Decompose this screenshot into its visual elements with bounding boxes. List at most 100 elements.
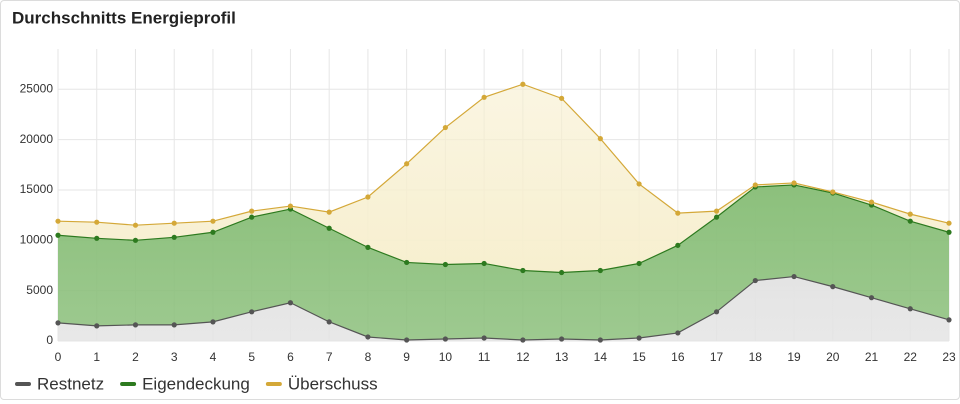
point	[55, 218, 61, 224]
point	[946, 220, 952, 226]
point	[481, 260, 487, 267]
point	[132, 222, 139, 228]
point	[520, 337, 526, 343]
point	[636, 181, 642, 187]
point	[326, 209, 332, 215]
point	[481, 94, 487, 100]
point	[907, 211, 913, 217]
x-tick-label: 20	[826, 350, 840, 364]
point	[946, 317, 952, 323]
x-tick-label: 6	[287, 350, 294, 364]
y-tick-label: 25000	[20, 81, 54, 95]
x-tick-label: 23	[942, 350, 956, 364]
point	[520, 267, 526, 274]
point	[210, 229, 216, 235]
x-tick-label: 8	[365, 350, 372, 364]
point	[791, 180, 797, 186]
point	[559, 336, 565, 342]
point	[210, 319, 216, 325]
x-tick-label: 9	[403, 350, 410, 364]
point	[868, 199, 875, 205]
point	[675, 210, 681, 216]
point	[636, 260, 642, 267]
legend-item[interactable]: Überschuss	[265, 374, 378, 393]
point	[365, 194, 371, 200]
point	[597, 136, 603, 142]
x-tick-label: 4	[210, 350, 217, 364]
point	[442, 124, 448, 131]
x-tick-label: 10	[439, 350, 453, 364]
legend-label: Überschuss	[288, 374, 378, 393]
x-tick-label: 14	[594, 350, 608, 364]
point	[713, 214, 720, 220]
point	[132, 322, 139, 328]
x-tick-label: 15	[632, 350, 646, 364]
point	[675, 330, 681, 336]
point	[249, 214, 255, 220]
x-tick-label: 0	[55, 350, 62, 364]
point	[520, 81, 526, 87]
x-tick-label: 18	[749, 350, 763, 364]
point	[830, 189, 836, 195]
point	[559, 269, 565, 276]
point	[210, 218, 216, 224]
series-line	[57, 83, 950, 226]
point	[171, 322, 177, 328]
x-tick-label: 13	[555, 350, 569, 364]
point	[287, 300, 294, 306]
point	[132, 237, 139, 243]
point	[404, 259, 410, 266]
x-tick-label: 7	[326, 350, 333, 364]
point	[752, 182, 758, 188]
point	[713, 208, 720, 214]
x-tick-label: 3	[171, 350, 178, 364]
point	[365, 334, 371, 340]
point	[326, 319, 332, 325]
legend-item[interactable]: Eigendeckung	[120, 374, 250, 393]
point	[559, 95, 565, 101]
y-tick-label: 10000	[20, 232, 54, 246]
point	[365, 244, 371, 250]
y-tick-label: 5000	[26, 283, 53, 297]
point	[481, 335, 487, 341]
area	[58, 276, 949, 341]
legend-label: Restnetz	[37, 374, 104, 393]
area	[58, 84, 949, 273]
point	[907, 306, 913, 312]
legend-label: Eigendeckung	[142, 374, 250, 393]
y-tick-label: 20000	[20, 132, 54, 146]
x-tick-label: 5	[248, 350, 255, 364]
point	[636, 335, 642, 341]
point	[830, 284, 836, 290]
x-tick-label: 22	[904, 350, 918, 364]
x-tick-label: 17	[710, 350, 724, 364]
x-tick-label: 12	[516, 350, 530, 364]
point	[597, 337, 603, 343]
legend-item[interactable]: Restnetz	[15, 374, 104, 393]
point	[907, 218, 913, 224]
point	[287, 203, 294, 209]
point	[404, 161, 410, 167]
x-tick-label: 2	[132, 350, 139, 364]
point	[171, 220, 177, 226]
point	[713, 309, 720, 315]
y-tick-label: 0	[46, 333, 53, 347]
point	[404, 337, 410, 343]
point	[597, 267, 603, 274]
x-tick-label: 21	[865, 350, 879, 364]
series-line	[57, 275, 950, 341]
series-line	[57, 184, 950, 274]
point	[675, 242, 681, 248]
point	[946, 229, 952, 235]
area	[58, 184, 949, 340]
point	[55, 232, 61, 238]
x-tick-label: 1	[93, 350, 100, 364]
x-tick-label: 16	[671, 350, 685, 364]
point	[752, 277, 758, 284]
point	[249, 309, 255, 315]
chart-title: Durchschnitts Energieprofil	[12, 8, 236, 27]
point	[171, 234, 177, 240]
point	[94, 235, 100, 241]
